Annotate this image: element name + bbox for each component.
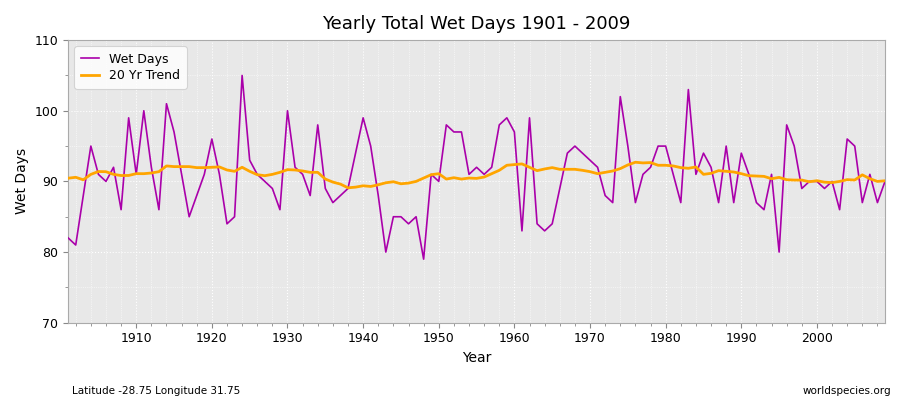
Text: worldspecies.org: worldspecies.org [803, 386, 891, 396]
20 Yr Trend [63, 176, 74, 181]
Wet Days [297, 172, 308, 177]
Wet Days [418, 257, 429, 262]
Wet Days [343, 186, 354, 191]
Line: 20 Yr Trend: 20 Yr Trend [68, 162, 885, 188]
Wet Days [237, 73, 248, 78]
Legend: Wet Days, 20 Yr Trend: Wet Days, 20 Yr Trend [75, 46, 186, 89]
20 Yr Trend [123, 173, 134, 178]
20 Yr Trend [509, 162, 520, 167]
20 Yr Trend [335, 182, 346, 186]
Wet Days [517, 228, 527, 233]
20 Yr Trend [343, 186, 354, 190]
Wet Days [524, 116, 535, 120]
20 Yr Trend [608, 168, 618, 173]
Line: Wet Days: Wet Days [68, 76, 885, 259]
20 Yr Trend [879, 178, 890, 183]
Wet Days [123, 116, 134, 120]
Wet Days [63, 236, 74, 240]
20 Yr Trend [517, 162, 527, 166]
20 Yr Trend [630, 160, 641, 165]
Title: Yearly Total Wet Days 1901 - 2009: Yearly Total Wet Days 1901 - 2009 [322, 15, 631, 33]
Wet Days [615, 94, 626, 99]
20 Yr Trend [290, 168, 301, 172]
Text: Latitude -28.75 Longitude 31.75: Latitude -28.75 Longitude 31.75 [72, 386, 240, 396]
Wet Days [879, 179, 890, 184]
X-axis label: Year: Year [462, 351, 491, 365]
Y-axis label: Wet Days: Wet Days [15, 148, 29, 214]
